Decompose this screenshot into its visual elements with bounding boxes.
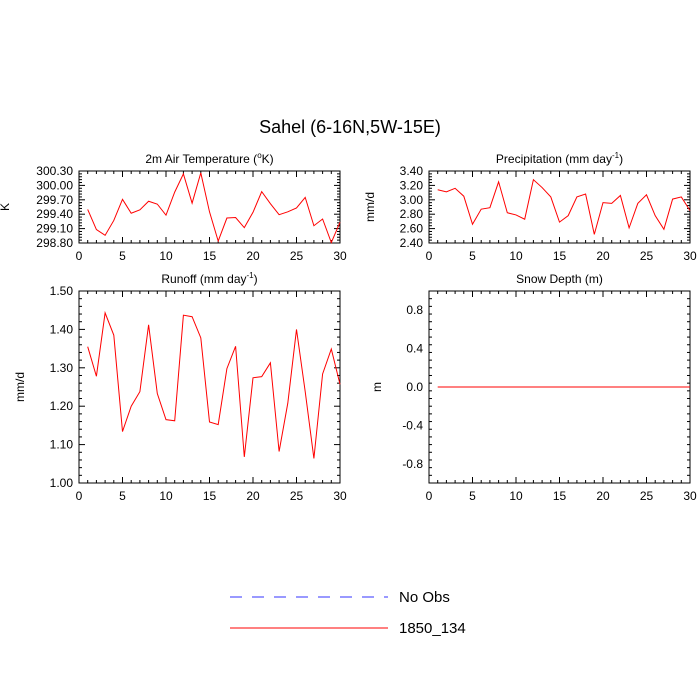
x-tick-label: 15: [553, 249, 567, 263]
y-tick-label: 299.40: [36, 207, 73, 221]
y-tick-label: 3.40: [400, 164, 424, 178]
x-tick-label: 10: [509, 249, 523, 263]
y-tick-label: 1.00: [50, 476, 74, 490]
x-tick-label: 20: [596, 249, 610, 263]
panel-2: Precipitation (mm day-1) 0 5 10 15 20 25 30 2.40…: [363, 151, 697, 263]
x-tick-label: 5: [469, 489, 476, 503]
x-tick-label: 25: [640, 489, 654, 503]
x-tick-label: 15: [203, 489, 217, 503]
x-tick-label: 0: [76, 249, 83, 263]
panels: 2m Air Temperature (oK)0 5 10 15 20 25 30298.8…: [0, 151, 697, 503]
y-axis-label: K: [0, 203, 12, 211]
panel-title-superscript: -1: [247, 271, 255, 280]
panel-title-tail: ): [619, 152, 623, 166]
y-tick-label: 1.20: [50, 399, 74, 413]
y-tick-label: 0.4: [406, 342, 423, 356]
panel-title: Snow Depth (m): [516, 272, 603, 286]
y-axis-label: m: [370, 382, 384, 392]
x-tick-label: 5: [469, 249, 476, 263]
y-axis-label: mm/d: [13, 372, 27, 402]
x-tick-label: 10: [159, 249, 173, 263]
y-tick-label: 1.50: [50, 284, 74, 298]
series-line-1: [87, 172, 341, 244]
x-tick-label: 0: [76, 489, 83, 503]
y-tick-label: -0.4: [402, 418, 423, 432]
y-tick-label: 299.70: [36, 193, 73, 207]
y-axis-label: mm/d: [363, 192, 377, 222]
y-tick-label: -0.8: [402, 457, 423, 471]
x-tick-label: 20: [246, 249, 260, 263]
panel-title-main: Snow Depth (m): [516, 272, 603, 286]
panel-title: Runoff (mm day-1): [161, 271, 257, 286]
panel-title-tail: ): [254, 272, 258, 286]
figure-title: Sahel (6-16N,5W-15E): [259, 117, 441, 137]
panel-title: Precipitation (mm day-1): [496, 151, 623, 166]
x-tick-label: 5: [119, 489, 126, 503]
panel-3: Runoff (mm day-1) 0 5 10 15 20 25 30 1.00 1.10 1.2…: [13, 271, 347, 503]
legend: No Obs 1850_134: [230, 589, 466, 637]
panel-title-main: 2m Air Temperature (: [145, 152, 257, 166]
panel-title: 2m Air Temperature (oK): [145, 151, 273, 166]
panel-title-superscript: o: [257, 151, 262, 160]
y-tick-label: 0.8: [406, 303, 423, 317]
x-tick-label: 25: [290, 489, 304, 503]
x-tick-label: 30: [683, 249, 697, 263]
legend-entry-1: No Obs: [230, 589, 450, 606]
x-tick-label: 30: [333, 249, 347, 263]
panel-title-main: Precipitation (mm day: [496, 152, 612, 166]
panel-title-tail: K): [262, 152, 274, 166]
x-tick-label: 25: [640, 249, 654, 263]
y-tick-label: 1.10: [50, 438, 74, 452]
x-tick-label: 0: [426, 249, 433, 263]
x-tick-label: 25: [290, 249, 304, 263]
x-tick-label: 20: [596, 489, 610, 503]
y-tick-label: 300.30: [36, 164, 73, 178]
x-tick-label: 0: [426, 489, 433, 503]
plot-frame: [78, 170, 341, 244]
series-line-1: [437, 178, 691, 235]
x-tick-label: 10: [509, 489, 523, 503]
x-tick-label: 20: [246, 489, 260, 503]
y-tick-label: 3.00: [400, 193, 424, 207]
x-tick-label: 15: [553, 489, 567, 503]
y-tick-label: 0.0: [406, 380, 423, 394]
y-tick-label: 1.30: [50, 361, 74, 375]
x-tick-label: 10: [159, 489, 173, 503]
panel-title-main: Runoff (mm day: [161, 272, 246, 286]
legend-label: 1850_134: [399, 620, 466, 637]
y-tick-label: 299.10: [36, 222, 73, 236]
plot-frame: [428, 170, 691, 244]
panel-title-superscript: -1: [612, 151, 620, 160]
panel-4: Snow Depth (m) 0 5 10 15 20 25 30 -0.8 -0.4 0.0 0.4…: [370, 272, 697, 503]
y-tick-label: 3.20: [400, 178, 424, 192]
y-tick-label: 1.40: [50, 322, 74, 336]
y-tick-label: 2.80: [400, 207, 424, 221]
series-line-1: [87, 310, 341, 459]
y-tick-label: 2.60: [400, 222, 424, 236]
x-tick-label: 30: [333, 489, 347, 503]
y-tick-label: 300.00: [36, 178, 73, 192]
y-tick-label: 298.80: [36, 236, 73, 250]
x-tick-label: 5: [119, 249, 126, 263]
legend-entry-2: 1850_134: [230, 620, 466, 637]
y-tick-label: 2.40: [400, 236, 424, 250]
x-tick-label: 15: [203, 249, 217, 263]
x-tick-label: 30: [683, 489, 697, 503]
panel-1: 2m Air Temperature (oK) 0 5 10 15 20 25 30 298.8…: [0, 151, 347, 263]
legend-label: No Obs: [399, 589, 450, 606]
